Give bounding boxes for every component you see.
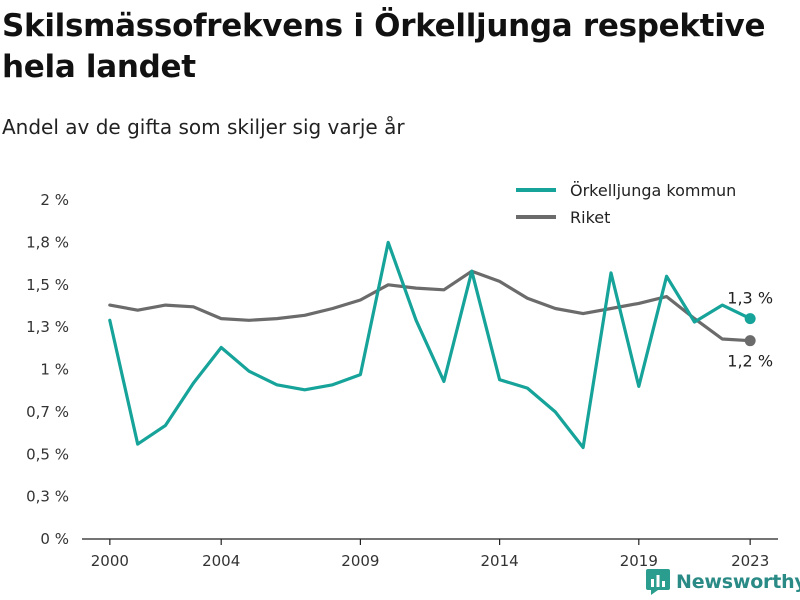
series-lines: 1,2 % 1,3 % <box>108 240 773 450</box>
legend-label-0: Örkelljunga kommun <box>570 181 736 200</box>
series-end-label-1: 1,2 % <box>727 352 773 371</box>
series-line-1 <box>108 269 752 343</box>
y-tick-label: 0,5 % <box>26 445 69 463</box>
y-tick-label: 1,3 % <box>26 318 69 336</box>
x-tick-label: 2004 <box>202 552 240 570</box>
y-tick-label: 0 % <box>40 530 69 548</box>
chart-subtitle: Andel av de gifta som skiljer sig varje … <box>2 115 405 139</box>
series-endpoint-1 <box>744 335 756 347</box>
y-axis: 0 % 0,3 % 0,5 % 0,7 % 1 % 1,3 % 1,5 % 1,8 % 2 % <box>26 191 69 548</box>
legend: Örkelljunga kommun Riket <box>508 174 766 232</box>
y-tick-label: 1,8 % <box>26 233 69 251</box>
series-end-label-0: 1,3 % <box>727 289 773 308</box>
x-tick-label: 2014 <box>481 552 519 570</box>
x-tick-label: 2023 <box>731 552 769 570</box>
y-tick-label: 0,7 % <box>26 403 69 421</box>
chart-title: Skilsmässofrekvens i Örkelljunga respekt… <box>2 8 766 85</box>
y-tick-label: 1 % <box>40 361 69 379</box>
series-line-0 <box>108 240 752 450</box>
brand-name: Newsworthy <box>676 571 800 593</box>
newsworthy-logo: Newsworthy <box>646 569 800 595</box>
legend-background <box>508 174 766 232</box>
y-tick-label: 2 % <box>40 191 69 209</box>
x-tick-label: 2019 <box>620 552 658 570</box>
y-tick-label: 1,5 % <box>26 276 69 294</box>
x-tick-label: 2000 <box>91 552 129 570</box>
bar-chart-logo-icon <box>646 569 670 595</box>
x-tick-label: 2009 <box>341 552 379 570</box>
series-endpoint-0 <box>744 313 756 325</box>
legend-label-1: Riket <box>570 208 610 227</box>
x-axis: 2000 2004 2009 2014 2019 2023 <box>91 539 769 570</box>
y-tick-label: 0,3 % <box>26 488 69 506</box>
